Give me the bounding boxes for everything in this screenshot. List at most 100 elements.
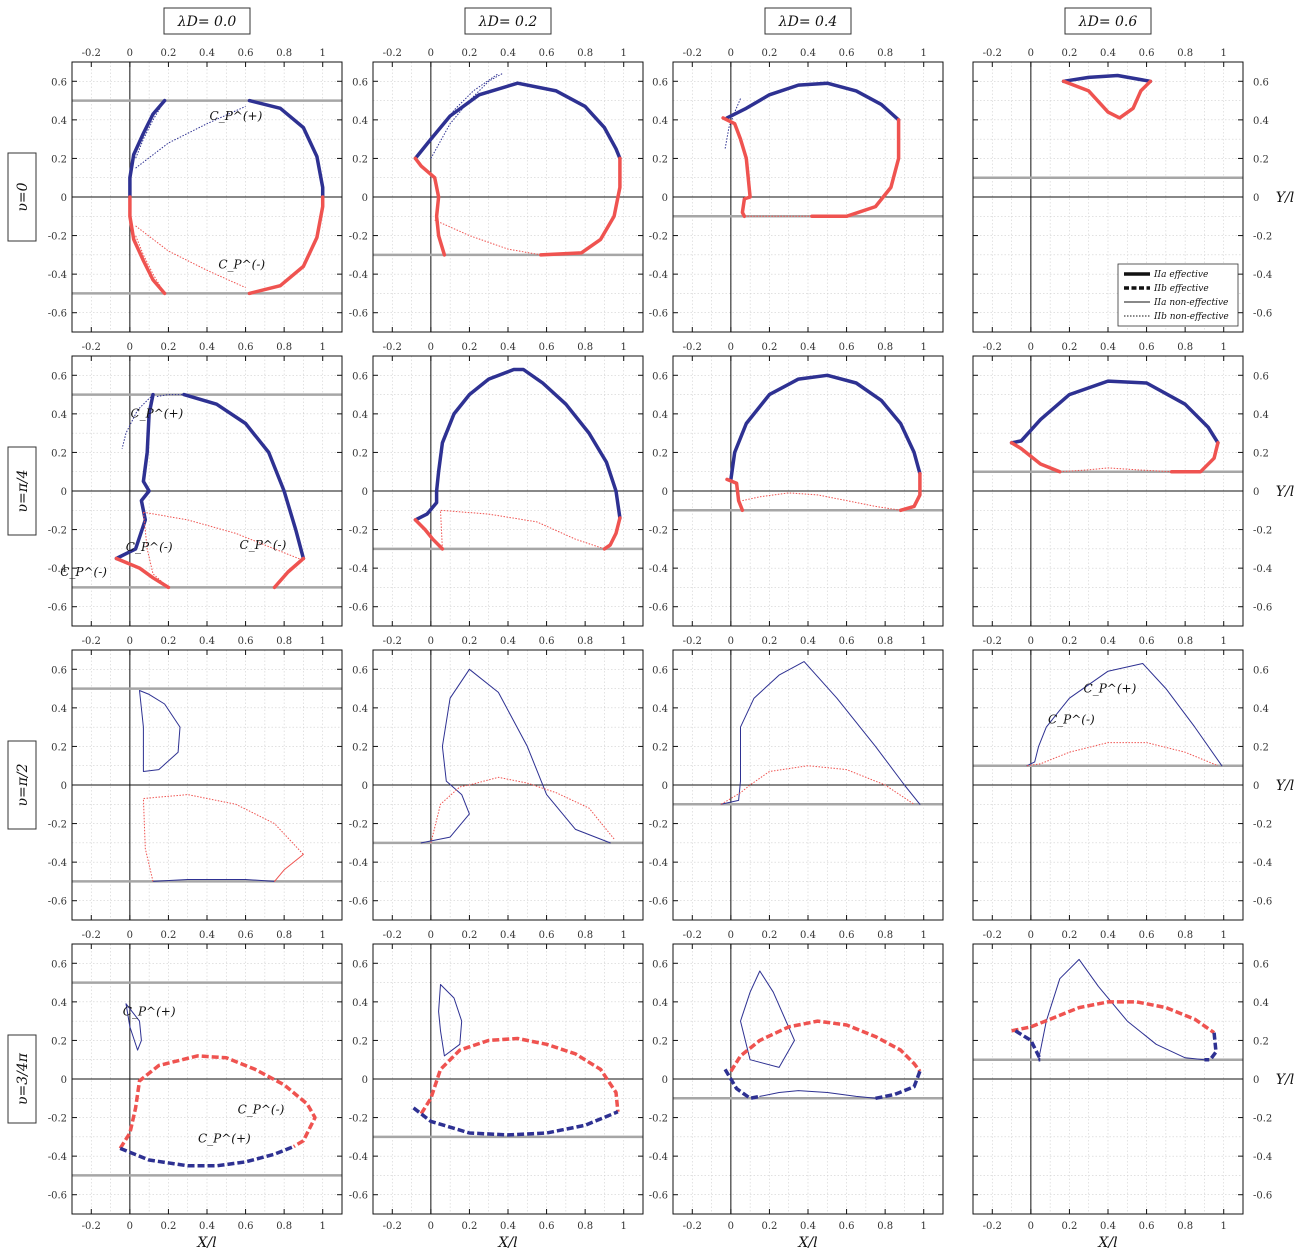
y-tick-label: 0.6 <box>652 665 668 676</box>
curve-annotation: C_P^(+) <box>1084 681 1137 695</box>
curve-red-solid <box>898 471 922 513</box>
y-tick-label: -0.6 <box>48 1191 67 1202</box>
y-tick-label: 0.4 <box>1253 116 1269 127</box>
legend-label: IIa non-effective <box>1153 298 1228 308</box>
x-tick-label: 0.2 <box>461 342 477 353</box>
y-tick-label: 0.2 <box>652 1036 668 1047</box>
x-tick-label: 0.8 <box>577 48 593 59</box>
x-tick-label: 0.8 <box>577 636 593 647</box>
curve-blue-solid <box>247 98 325 199</box>
curve-blue-solid <box>152 879 275 882</box>
y-tick-label: 0.4 <box>51 116 67 127</box>
y-tick-label: 0.6 <box>51 371 67 382</box>
x-tick-label: -0.2 <box>82 48 101 59</box>
y-tick-label: 0.2 <box>1253 448 1269 459</box>
x-tick-label: 1 <box>921 636 927 647</box>
curve-red-dashed <box>729 1019 922 1073</box>
curve-blue-solid <box>182 392 306 561</box>
y-tick-label: -0.6 <box>1253 897 1272 908</box>
y-tick-label: 0.4 <box>652 998 668 1009</box>
curve-blue-solid <box>1038 958 1205 1061</box>
x-tick-label: 0.4 <box>1100 636 1116 647</box>
curve-blue-solid <box>729 373 922 482</box>
y-tick-label: 0.2 <box>51 742 67 753</box>
row-header-box <box>7 446 37 536</box>
y-tick-label: -0.2 <box>1253 820 1272 831</box>
x-tick-label: 0 <box>728 48 734 59</box>
y-tick-label: 0.6 <box>1253 77 1269 88</box>
y-tick-label: -0.2 <box>48 526 67 537</box>
curve-red-solid <box>539 156 622 257</box>
row-header: υ=π/2 <box>15 763 31 806</box>
y-tick-label: -0.4 <box>48 1152 67 1163</box>
x-tick-label: 0.8 <box>577 1221 593 1232</box>
x-tick-label: 0.4 <box>500 342 516 353</box>
panel-r1-c1: -0.2 0 0.2 0.4 0.6 0.8 1 -0.6 -0.4 -0.2 0 0.2 0.4 0.6 <box>349 342 644 627</box>
curve-annotation: C_P^(+) <box>198 1132 251 1146</box>
curve-blue-solid <box>1026 663 1223 767</box>
x-tick-label: 0.2 <box>761 1221 777 1232</box>
y-tick-label: 0 <box>662 193 668 204</box>
curve-blue-dotted <box>426 73 499 146</box>
x-tick-label: 0 <box>428 636 434 647</box>
y-tick-label: 0.4 <box>1253 998 1269 1009</box>
x-tick-label: 0.2 <box>761 636 777 647</box>
y-tick-label: -0.4 <box>349 858 368 869</box>
y-tick-label: -0.6 <box>1253 309 1272 320</box>
row-header: υ=3/4π <box>15 1052 31 1105</box>
x-tick-label: 0.2 <box>1061 48 1077 59</box>
x-tick-label: 0.4 <box>800 342 816 353</box>
y-tick-label: 0.4 <box>352 998 368 1009</box>
y-tick-label: 0.2 <box>1253 1036 1269 1047</box>
x-tick-label: 1 <box>1221 48 1227 59</box>
y-tick-label: 0.6 <box>352 959 368 970</box>
curve-blue-dotted <box>156 394 184 397</box>
x-tick-label: 0.4 <box>1100 342 1116 353</box>
x-tick-label: 0.6 <box>1139 48 1155 59</box>
x-tick-label: 0.8 <box>877 636 893 647</box>
y-tick-label: 0 <box>1253 487 1259 498</box>
curve-blue-solid <box>125 1003 142 1051</box>
x-tick-label: 0 <box>1028 930 1034 941</box>
curve-blue-dashed <box>119 1144 295 1168</box>
x-tick-label: 0 <box>728 636 734 647</box>
x-tick-label: 0.4 <box>199 342 215 353</box>
y-tick-label: -0.2 <box>1253 1114 1272 1125</box>
x-tick-label: 0.6 <box>238 1221 254 1232</box>
y-tick-label: -0.2 <box>649 1114 668 1125</box>
y-tick-label: 0 <box>1253 193 1259 204</box>
x-tick-label: 0.8 <box>1177 48 1193 59</box>
x-tick-label: 1 <box>1221 636 1227 647</box>
x-tick-label: 0.4 <box>199 930 215 941</box>
y-tick-label: -0.4 <box>649 564 668 575</box>
x-tick-label: 0.8 <box>1177 1221 1193 1232</box>
y-axis-label: Y/l <box>1276 1072 1294 1088</box>
y-tick-label: 0.2 <box>652 154 668 165</box>
panel-r1-c3: -0.2 0 0.2 0.4 0.6 0.8 1 -0.6 -0.4 -0.2 0 0.2 0.4 0.6… <box>972 342 1294 627</box>
row-header-box <box>7 1034 37 1124</box>
x-axis-label: X/l <box>1097 1235 1117 1250</box>
x-tick-label: 0.4 <box>199 1221 215 1232</box>
x-tick-label: -0.2 <box>683 930 702 941</box>
curve-blue-dotted <box>724 98 741 149</box>
x-tick-label: 0.4 <box>500 636 516 647</box>
y-tick-label: -0.4 <box>649 270 668 281</box>
y-tick-label: 0.2 <box>1253 742 1269 753</box>
panel-r2-c2: -0.2 0 0.2 0.4 0.6 0.8 1 -0.6 -0.4 -0.2 0 0.2 0.4 0.6 <box>649 636 944 921</box>
curve-red-dotted <box>430 776 615 844</box>
y-tick-label: -0.2 <box>349 526 368 537</box>
x-tick-label: 0.2 <box>1061 1221 1077 1232</box>
x-tick-label: 0.2 <box>761 48 777 59</box>
x-tick-label: 0.8 <box>877 48 893 59</box>
y-tick-label: 0.4 <box>352 116 368 127</box>
legend-label: IIb effective <box>1153 284 1209 294</box>
curve-annotation: C_P^(+) <box>130 407 183 421</box>
y-tick-label: -0.4 <box>349 270 368 281</box>
x-axis-label: X/l <box>797 1235 817 1250</box>
curve-red-solid <box>247 195 325 296</box>
curve-blue-dashed <box>723 1068 761 1101</box>
x-tick-label: 0.4 <box>1100 48 1116 59</box>
y-tick-label: 0.6 <box>352 77 368 88</box>
x-tick-label: -0.2 <box>683 342 702 353</box>
